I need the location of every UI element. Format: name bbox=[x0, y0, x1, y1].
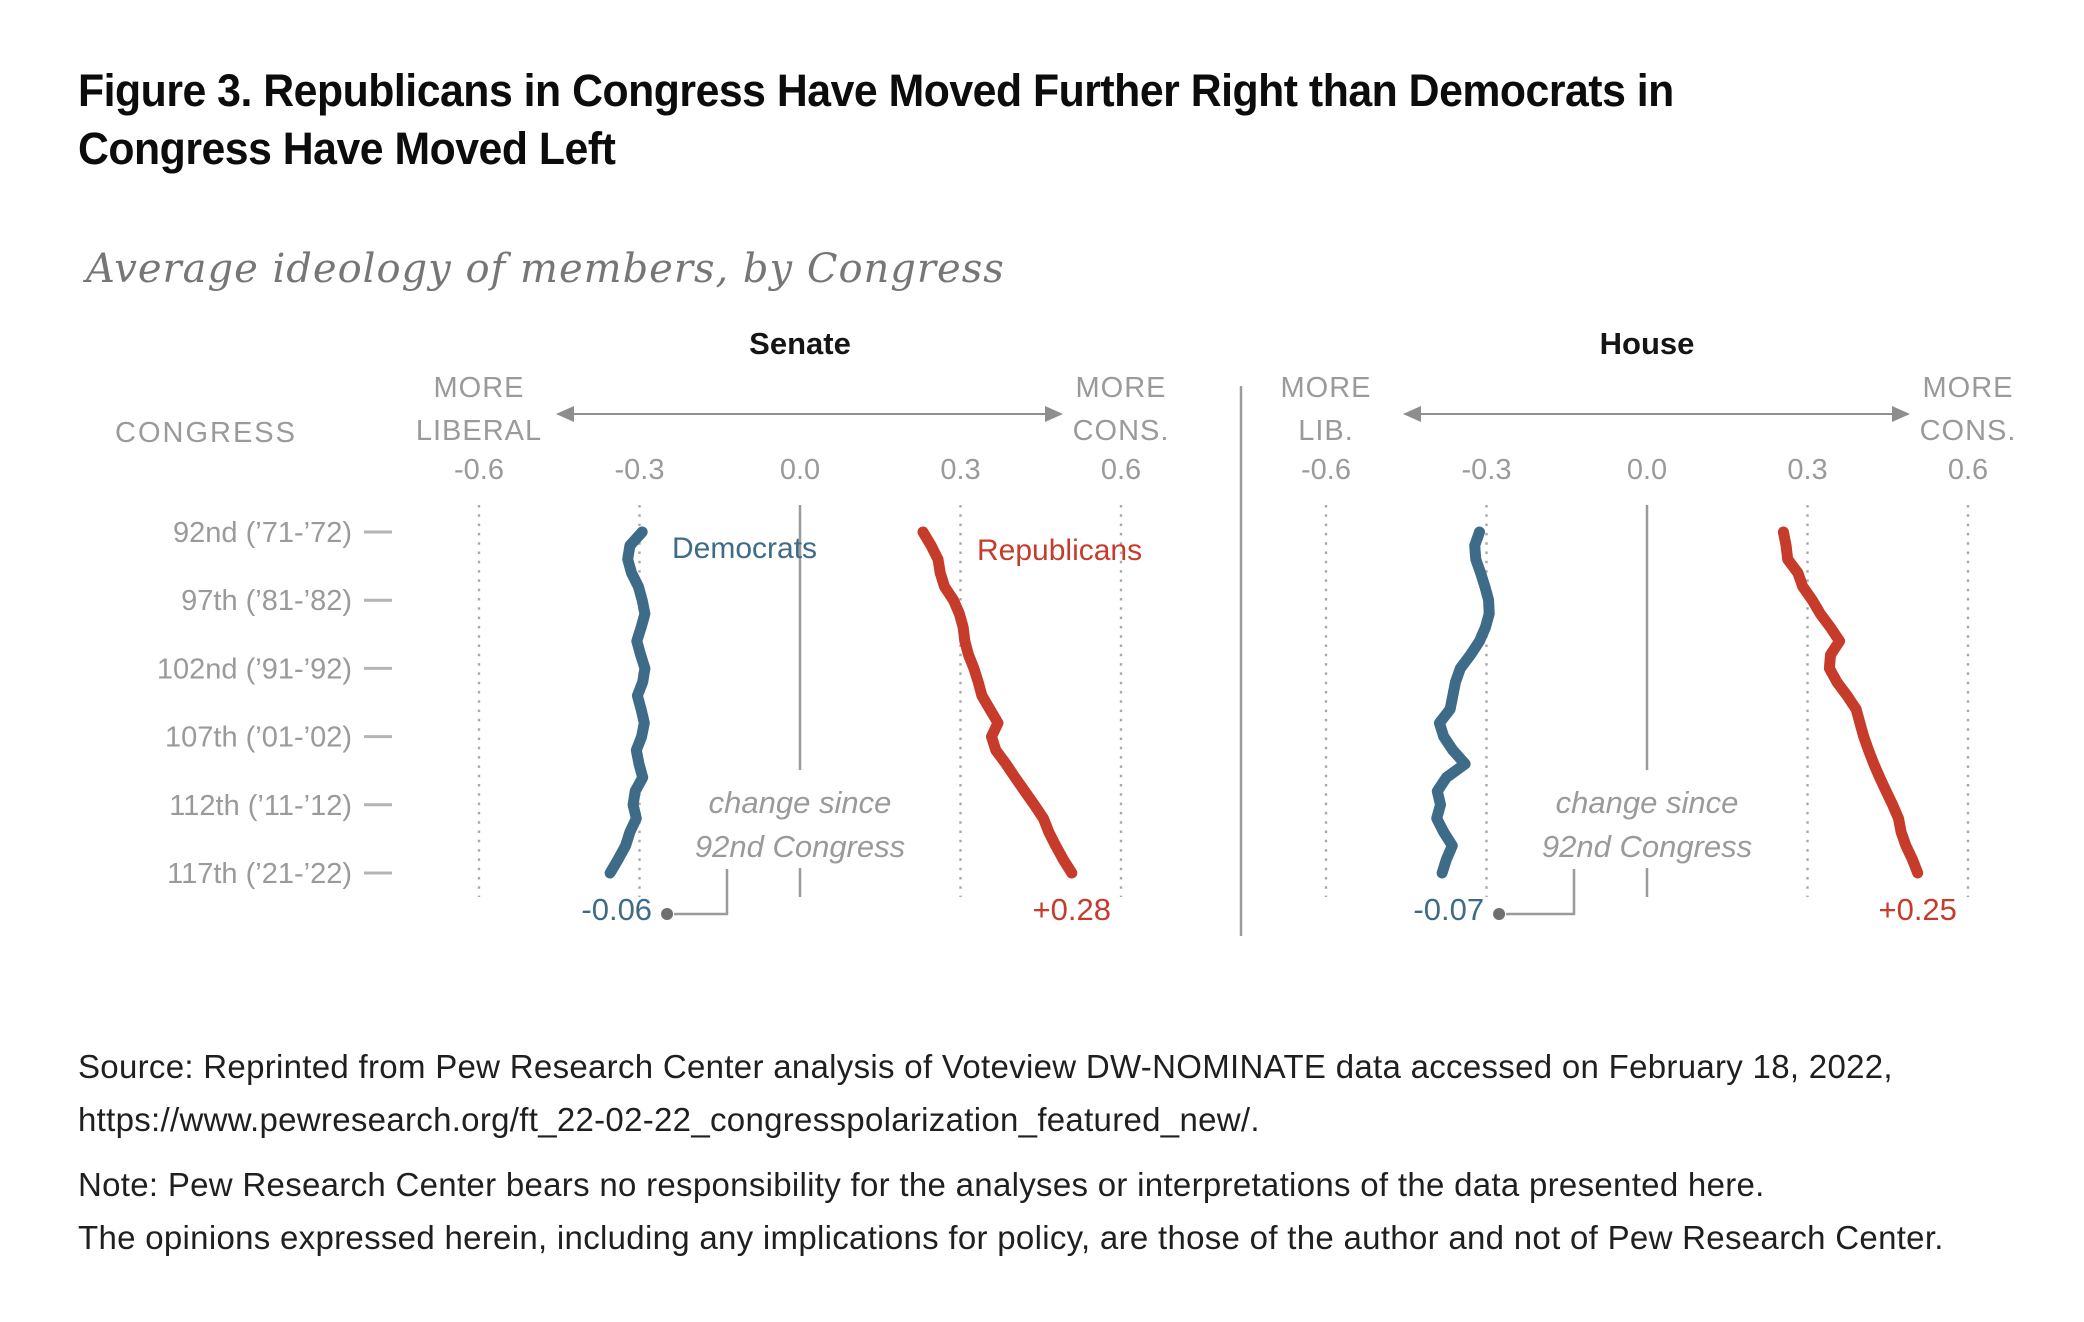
annotation-connector bbox=[674, 869, 729, 916]
note-text: Note: Pew Research Center bears no respo… bbox=[78, 1158, 1944, 1264]
rep-change-value: +0.28 bbox=[1033, 892, 1111, 927]
annotation-dot bbox=[661, 908, 674, 920]
note-line2: The opinions expressed herein, including… bbox=[78, 1219, 1944, 1256]
more-liberal-label: LIBERAL bbox=[416, 415, 542, 447]
annotation-dot bbox=[1493, 908, 1506, 920]
axis-arrow-right-head bbox=[1045, 406, 1063, 422]
x-tick-label: -0.6 bbox=[1301, 454, 1351, 486]
dem-change-value: -0.07 bbox=[1413, 892, 1484, 927]
series-line-republicans bbox=[1777, 526, 1924, 879]
congress-row-label: 112th (’11-’12) bbox=[169, 790, 352, 822]
source-line1: Source: Reprinted from Pew Research Cent… bbox=[78, 1048, 1893, 1085]
rep-change-value: +0.25 bbox=[1878, 892, 1956, 927]
source-line2: https://www.pewresearch.org/ft_22-02-22_… bbox=[78, 1101, 1260, 1138]
panel-title-house: House bbox=[1600, 326, 1695, 361]
x-tick-label: 0.3 bbox=[1787, 454, 1827, 486]
note-line1: Note: Pew Research Center bears no respo… bbox=[78, 1166, 1765, 1203]
more-cons-label: MORE bbox=[1923, 372, 2014, 404]
change-since-note: 92nd Congress bbox=[695, 829, 905, 864]
x-tick-label: 0.6 bbox=[1101, 454, 1141, 486]
change-since-note: 92nd Congress bbox=[1542, 829, 1752, 864]
x-tick-label: 0.0 bbox=[780, 454, 820, 486]
series-line-democrats bbox=[604, 526, 651, 879]
more-liberal-label: MORE bbox=[1281, 372, 1372, 404]
x-tick-label: 0.0 bbox=[1627, 454, 1667, 486]
axis-arrow-left-head bbox=[556, 406, 574, 422]
congress-row-label: 102nd (’91-’92) bbox=[157, 653, 352, 685]
axis-arrow-left-head bbox=[1403, 406, 1421, 422]
x-tick-label: -0.6 bbox=[454, 454, 504, 486]
congress-row-label: 107th (’01-’02) bbox=[165, 722, 352, 754]
more-liberal-label: MORE bbox=[434, 372, 525, 404]
congress-row-label: 97th (’81-’82) bbox=[181, 585, 352, 617]
figure-title: Figure 3. Republicans in Congress Have M… bbox=[78, 62, 1674, 178]
x-tick-label: 0.6 bbox=[1948, 454, 1988, 486]
congress-row-label: 92nd (’71-’72) bbox=[173, 517, 352, 549]
more-cons-label: MORE bbox=[1076, 372, 1167, 404]
democrats-label: Democrats bbox=[672, 532, 817, 565]
panel-title-senate: Senate bbox=[749, 326, 851, 361]
figure-subtitle: Average ideology of members, by Congress bbox=[86, 246, 1005, 292]
source-text: Source: Reprinted from Pew Research Cent… bbox=[78, 1040, 1893, 1146]
more-cons-label: CONS. bbox=[1920, 415, 2017, 447]
more-liberal-label: LIB. bbox=[1298, 415, 1354, 447]
figure-title-line1: Figure 3. Republicans in Congress Have M… bbox=[78, 65, 1674, 116]
congress-row-label: 117th (’21-’22) bbox=[167, 858, 352, 890]
change-since-note: change since bbox=[1556, 785, 1739, 820]
congress-axis-header: CONGRESS bbox=[115, 417, 297, 449]
series-line-democrats bbox=[1431, 526, 1495, 879]
axis-arrow-right-head bbox=[1892, 406, 1910, 422]
x-tick-label: -0.3 bbox=[615, 454, 665, 486]
more-cons-label: CONS. bbox=[1073, 415, 1170, 447]
dem-change-value: -0.06 bbox=[581, 892, 652, 927]
change-since-note: change since bbox=[709, 785, 892, 820]
figure-title-line2: Congress Have Moved Left bbox=[78, 123, 616, 174]
series-line-republicans bbox=[917, 526, 1078, 879]
x-tick-label: -0.3 bbox=[1462, 454, 1512, 486]
annotation-connector bbox=[1506, 869, 1576, 916]
x-tick-label: 0.3 bbox=[940, 454, 980, 486]
republicans-label: Republicans bbox=[977, 534, 1142, 567]
